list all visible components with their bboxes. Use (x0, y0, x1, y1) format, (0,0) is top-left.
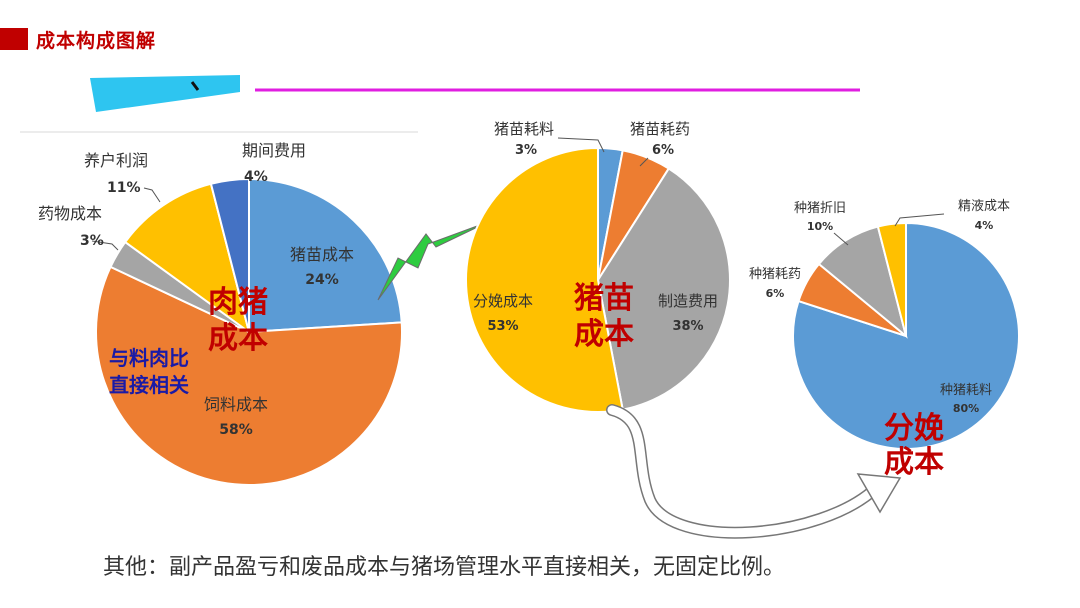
slice-percent-label: 4% (244, 169, 268, 185)
lightning-bolt-icon (377, 221, 489, 301)
slice-percent-label: 6% (766, 287, 785, 300)
arrow-head-icon (856, 473, 902, 514)
pie-slice (95, 265, 403, 486)
slice-percent-label: 80% (953, 402, 979, 415)
header-accent-bar (0, 28, 28, 50)
slice-name-label: 养户利润 (84, 151, 148, 170)
pie-slice (123, 182, 251, 335)
pie-chart-2: 猪苗耗料 3% 猪苗耗药 6% 制造费用 38% 分娩成本 53% (465, 120, 731, 413)
slice-name-label: 猪苗耗料 (494, 120, 554, 138)
leader-line (639, 157, 649, 167)
pie-chart-3: 种猪耗料 80% 种猪耗药 6% 种猪折旧 10% 精液成本 4% (749, 199, 1020, 450)
slice-percent-label: 10% (807, 220, 833, 233)
pie-3-center-label: 分娩成本 (884, 411, 944, 480)
slice-name-label: 药物成本 (38, 204, 102, 223)
slice-percent-label: 53% (487, 319, 518, 334)
decorative-mark (190, 81, 200, 91)
slice-name-label: 种猪耗料 (940, 383, 992, 398)
slice-name-label: 猪苗耗药 (630, 120, 690, 138)
pie-slice (596, 167, 731, 411)
leader-line (833, 232, 849, 246)
slice-percent-label: 58% (219, 422, 253, 438)
slice-name-label: 种猪折旧 (794, 201, 846, 216)
slice-name-label: 种猪耗药 (749, 267, 801, 282)
pie-1-side-note: 与料肉比直接相关 (109, 346, 189, 397)
slice-percent-label: 24% (305, 272, 339, 288)
leader-line (143, 187, 161, 203)
slice-name-label: 期间费用 (242, 141, 306, 160)
slice-percent-label: 3% (515, 143, 537, 158)
slice-name-label: 饲料成本 (204, 395, 268, 414)
slice-name-label: 精液成本 (958, 199, 1010, 214)
slice-percent-label: 38% (672, 319, 703, 334)
pie-slice (792, 221, 1020, 450)
pie-1-center-label: 肉猪成本 (208, 285, 268, 356)
leader-line (557, 137, 605, 153)
pie-chart-1: 猪苗成本 24% 饲料成本 58% 药物成本 3% 养户利润 11% 期间费用 4% (38, 141, 403, 486)
slice-percent-label: 11% (107, 180, 141, 196)
decorative-shape (90, 75, 240, 112)
pie-2-center-label: 猪苗成本 (574, 281, 634, 352)
leader-line (894, 213, 945, 227)
pie-slice (876, 221, 907, 337)
pie-slice (248, 177, 403, 334)
leader-line (91, 240, 119, 251)
footer-note: 其他：副产品盈亏和废品成本与猪场管理水平直接相关，无固定比例。 (103, 555, 786, 580)
slice-name-label: 制造费用 (658, 292, 718, 310)
pie-slice (465, 146, 624, 413)
slice-name-label: 猪苗成本 (290, 245, 354, 264)
page-title: 成本构成图解 (36, 30, 157, 52)
slice-name-label: 分娩成本 (473, 292, 533, 310)
slice-percent-label: 3% (80, 233, 104, 249)
slice-percent-label: 6% (652, 143, 674, 158)
slice-percent-label: 4% (975, 219, 994, 232)
pie-slice (209, 177, 250, 333)
curved-arrow-body (607, 405, 881, 538)
